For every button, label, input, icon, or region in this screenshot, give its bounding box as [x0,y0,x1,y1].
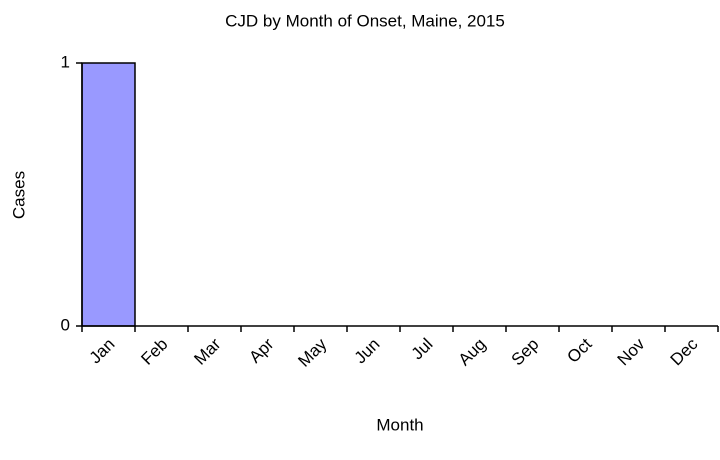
x-axis-label: Month [376,415,423,434]
x-tick-label: Mar [190,334,224,368]
x-tick-label: Jan [86,335,119,368]
x-tick-label: Aug [455,335,490,370]
x-tick-label: Jun [351,335,384,368]
bar [81,62,136,327]
x-tick-label: Feb [137,335,171,369]
x-tick-label: Jul [408,335,437,364]
x-tick-label: Apr [245,334,277,366]
x-tick-label: Sep [508,335,543,370]
x-tick-label: Oct [563,334,595,366]
y-axis-label: Cases [9,171,28,219]
chart-title: CJD by Month of Onset, Maine, 2015 [225,11,505,30]
y-tick-label: 0 [61,315,70,334]
x-tick-label: May [294,334,330,370]
x-tick-label: Nov [614,334,649,369]
y-tick-label: 1 [61,52,70,71]
x-tick-label: Dec [667,334,702,369]
